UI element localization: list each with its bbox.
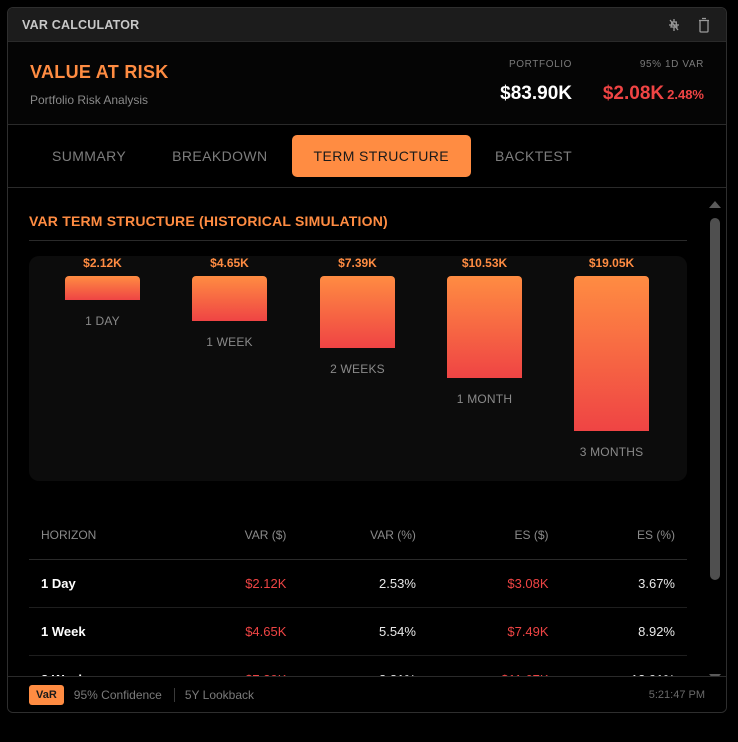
bar: [192, 276, 267, 321]
lookback-text: 5Y Lookback: [184, 687, 255, 702]
portfolio-stat: PORTFOLIO $83.90K: [500, 59, 572, 105]
var-badge: VaR: [29, 684, 64, 705]
bar-value: $4.65K: [210, 256, 249, 270]
bar: [574, 276, 649, 431]
col-es-pct[interactable]: ES (%): [560, 511, 687, 560]
cell-es-dollar: $7.49K: [427, 607, 561, 656]
var-value-line: $2.08K 2.48%: [603, 83, 704, 105]
var-percent: 2.48%: [667, 87, 704, 102]
scroll-thumb[interactable]: [710, 218, 720, 580]
scroll-up-arrow-icon[interactable]: [709, 201, 721, 208]
title-bar: VAR CALCULATOR: [8, 8, 726, 42]
cell-var-pct: 5.54%: [298, 607, 428, 656]
footer-separator: [173, 687, 175, 702]
tab-bar: SUMMARY BREAKDOWN TERM STRUCTURE BACKTES…: [8, 125, 726, 188]
bar-value: $10.53K: [461, 256, 508, 270]
tab-breakdown[interactable]: BREAKDOWN: [172, 148, 268, 164]
bar: [320, 276, 395, 348]
page-subtitle: Portfolio Risk Analysis: [30, 93, 149, 107]
portfolio-label: PORTFOLIO: [508, 59, 572, 70]
var-table: HORIZON VAR ($) VAR (%) ES ($) ES (%) 1 …: [29, 511, 687, 687]
cell-es-dollar: $3.08K: [427, 559, 561, 608]
bar-label: 1 WEEK: [206, 335, 253, 349]
var-label: 95% 1D VAR: [639, 59, 704, 70]
table-row[interactable]: 1 Day $2.12K 2.53% $3.08K 3.67%: [29, 559, 687, 608]
summary-header: VALUE AT RISK Portfolio Risk Analysis PO…: [8, 42, 726, 125]
cell-var-dollar: $2.12K: [176, 559, 299, 608]
bar-value: $2.12K: [83, 256, 122, 270]
cell-es-pct: 3.67%: [560, 559, 687, 608]
bar-label: 1 DAY: [85, 314, 120, 328]
term-structure-chart: $2.12K 1 DAY $4.65K 1 WEEK $7.39K 2 WEEK…: [29, 256, 687, 481]
window-title: VAR CALCULATOR: [22, 17, 140, 32]
section-divider: [29, 240, 687, 241]
bar: [447, 276, 522, 378]
vertical-scrollbar[interactable]: [708, 195, 722, 687]
content-scroll-area: VAR TERM STRUCTURE (HISTORICAL SIMULATIO…: [8, 191, 708, 687]
var-calculator-window: VAR CALCULATOR VALUE AT RISK Portfolio R…: [7, 7, 727, 713]
table-row[interactable]: 1 Week $4.65K 5.54% $7.49K 8.92%: [29, 607, 687, 656]
col-horizon[interactable]: HORIZON: [29, 511, 177, 560]
tab-term-structure[interactable]: TERM STRUCTURE: [291, 135, 471, 177]
bar: [65, 276, 140, 300]
col-var-dollar[interactable]: VAR ($): [176, 511, 299, 560]
page-title: VALUE AT RISK: [30, 62, 169, 82]
bar-value: $7.39K: [338, 256, 377, 270]
cell-horizon: 1 Day: [29, 559, 177, 608]
cell-horizon: 1 Week: [29, 607, 177, 656]
tab-backtest[interactable]: BACKTEST: [494, 148, 573, 164]
trash-icon[interactable]: [696, 17, 712, 33]
col-var-pct[interactable]: VAR (%): [298, 511, 428, 560]
tab-summary[interactable]: SUMMARY: [52, 148, 127, 164]
status-footer: VaR 95% Confidence 5Y Lookback 5:21:47 P…: [8, 676, 726, 712]
table-header-row: HORIZON VAR ($) VAR (%) ES ($) ES (%): [29, 511, 687, 560]
bar-label: 2 WEEKS: [330, 362, 385, 376]
timestamp: 5:21:47 PM: [648, 688, 705, 701]
confidence-text: 95% Confidence: [73, 687, 162, 702]
cell-var-pct: 2.53%: [298, 559, 428, 608]
bar-value: $19.05K: [588, 256, 635, 270]
section-title: VAR TERM STRUCTURE (HISTORICAL SIMULATIO…: [29, 213, 388, 229]
unpin-icon[interactable]: [666, 17, 682, 33]
cell-var-dollar: $4.65K: [176, 607, 299, 656]
cell-es-pct: 8.92%: [560, 607, 687, 656]
var-value: $2.08K: [602, 83, 665, 104]
col-es-dollar[interactable]: ES ($): [427, 511, 561, 560]
bar-label: 3 MONTHS: [579, 445, 644, 459]
portfolio-value: $83.90K: [500, 83, 572, 104]
bar-label: 1 MONTH: [456, 392, 513, 406]
var-stat: 95% 1D VAR $2.08K 2.48%: [603, 59, 704, 105]
